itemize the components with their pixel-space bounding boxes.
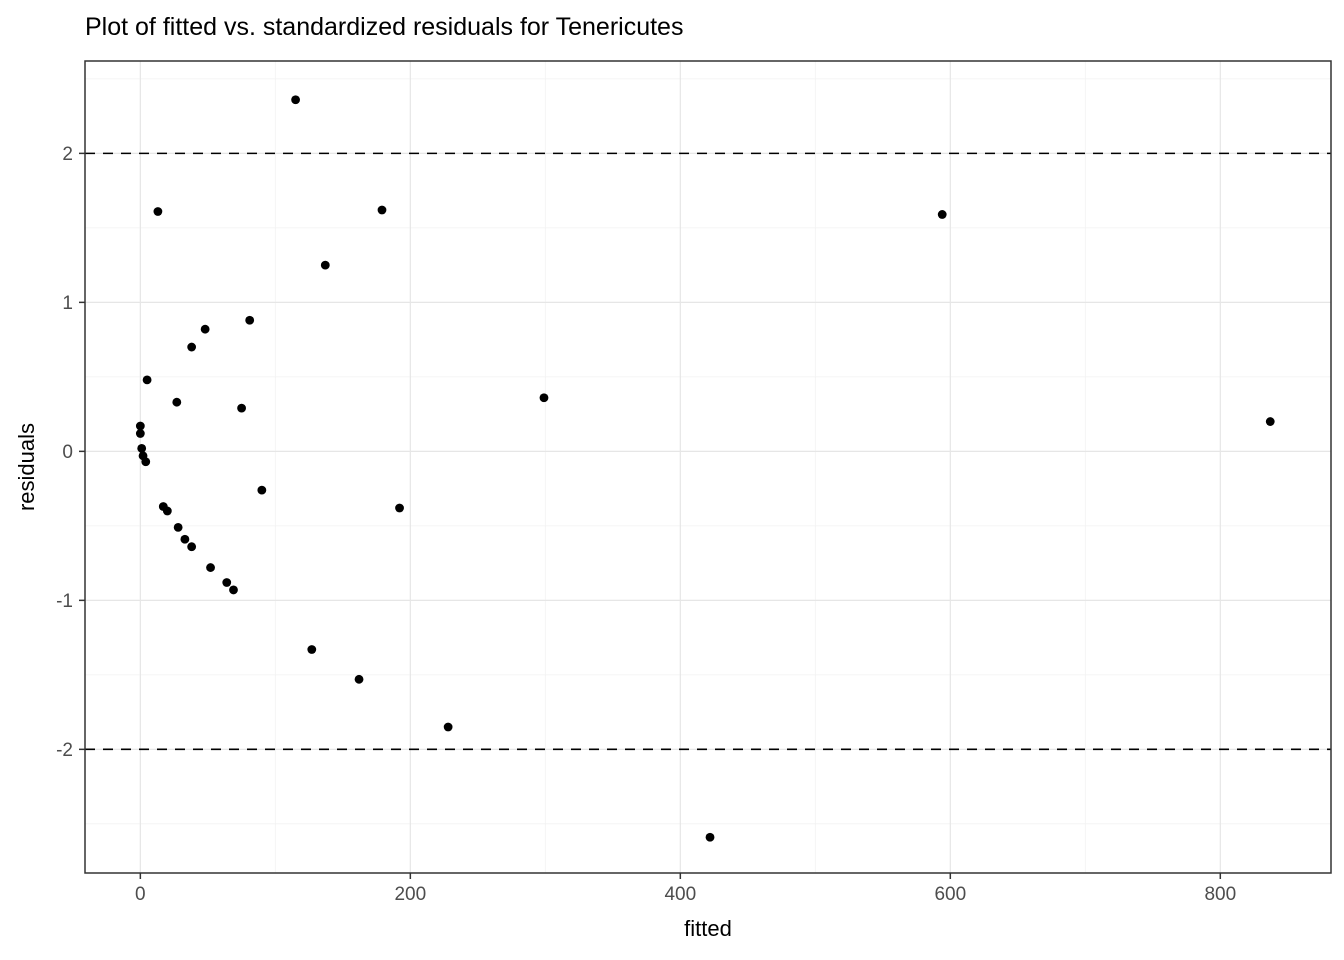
data-point	[222, 578, 232, 587]
x-tick-label: 400	[664, 884, 696, 905]
y-tick-label: 1	[62, 293, 73, 314]
data-point	[443, 722, 453, 732]
data-point	[137, 443, 147, 453]
data-point	[200, 324, 210, 334]
y-tick-label: 0	[62, 442, 73, 463]
data-point	[142, 375, 152, 385]
panel-background	[85, 61, 1331, 873]
data-point	[1265, 417, 1275, 426]
chart-title: Plot of fitted vs. standardized residual…	[85, 13, 684, 41]
data-point	[705, 832, 715, 842]
data-point	[354, 674, 364, 684]
data-point	[173, 522, 183, 532]
data-point	[237, 403, 246, 413]
data-point	[187, 342, 197, 352]
data-point	[187, 542, 197, 552]
x-tick-label: 800	[1204, 884, 1236, 905]
data-point	[135, 421, 145, 431]
data-point	[320, 260, 330, 270]
data-point	[162, 506, 172, 516]
x-axis-label: fitted	[684, 916, 732, 941]
data-point	[937, 210, 947, 219]
panel-border	[84, 60, 1332, 874]
data-point	[257, 485, 267, 495]
x-tick-label: 200	[394, 884, 426, 905]
data-point	[172, 397, 182, 407]
y-tick-label: -2	[56, 740, 73, 761]
data-point	[291, 95, 300, 105]
data-point	[135, 429, 145, 438]
data-point	[141, 457, 151, 467]
y-tick-label: -1	[56, 591, 73, 612]
data-point	[180, 534, 190, 544]
data-point	[245, 315, 255, 325]
data-point	[153, 207, 163, 216]
x-tick-label: 600	[934, 884, 966, 905]
data-point	[395, 503, 404, 513]
data-point	[307, 645, 317, 654]
x-tick-label: 0	[135, 884, 146, 905]
data-point	[377, 205, 387, 215]
data-point	[539, 393, 549, 403]
data-point	[229, 585, 238, 595]
y-tick-label: 2	[62, 144, 73, 165]
y-axis-label: residuals	[14, 422, 39, 512]
data-point	[206, 563, 215, 572]
